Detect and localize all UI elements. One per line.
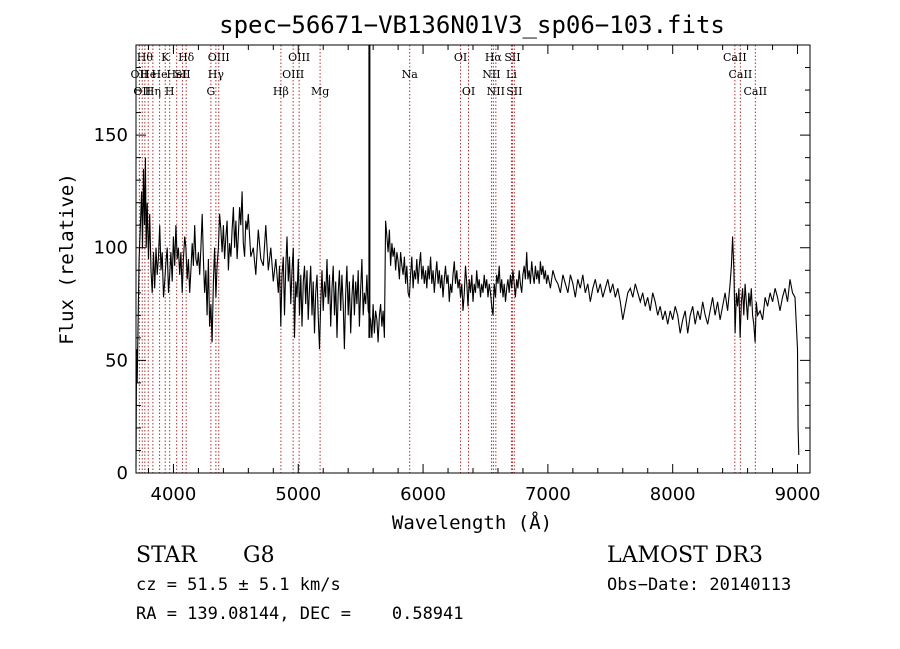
line-label: OII (133, 85, 151, 98)
line-label: Hγ (208, 68, 225, 81)
y-tick-label: 150 (94, 125, 128, 146)
redshift-cz: cz = 51.5 ± 5.1 km/s (136, 575, 341, 595)
x-tick-label: 6000 (400, 484, 446, 505)
line-label: OI (454, 51, 467, 64)
line-label: HeI (166, 68, 186, 81)
line-label: NII (487, 85, 505, 98)
observation-date: Obs−Date: 20140113 (607, 575, 791, 595)
line-label: CaII (729, 68, 753, 81)
spectrum-line (135, 157, 800, 469)
x-tick-label: 4000 (151, 484, 197, 505)
line-label: K (161, 51, 170, 64)
line-label: SII (174, 68, 190, 81)
line-label: Na (402, 68, 419, 81)
x-axis-label: Wavelength (Å) (392, 511, 552, 534)
x-axis-ticks: 4000 5000 6000 7000 8000 9000 (147, 45, 821, 505)
line-label: He (140, 68, 156, 81)
line-label: G (206, 85, 215, 98)
x-tick-label: 8000 (650, 484, 696, 505)
line-label: CaII (743, 85, 767, 98)
chart-title: spec−56671−VB136N01V3_sp06−103.fits (219, 11, 725, 39)
line-label: OIII (208, 51, 230, 64)
y-axis-ticks: 0 50 100 150 (94, 67, 810, 484)
x-tick-label: 5000 (275, 484, 321, 505)
line-label: NII (482, 68, 500, 81)
ra-dec-coordinates: RA = 139.08144, DEC = 0.58941 (136, 604, 464, 624)
y-tick-label: 0 (117, 463, 128, 484)
line-label: He (152, 68, 168, 81)
line-label: Hβ (273, 85, 289, 98)
line-label: SII (504, 51, 520, 64)
x-tick-label: 9000 (775, 484, 821, 505)
line-label: Hα (485, 51, 503, 64)
line-label: CaII (723, 51, 747, 64)
line-label: Hδ (178, 51, 195, 64)
x-tick-label: 7000 (525, 484, 571, 505)
emission-line-markers (138, 45, 756, 473)
spectral-subclass: G8 (243, 543, 275, 568)
y-axis-label: Flux (relative) (56, 173, 78, 345)
object-class: STAR (136, 543, 198, 568)
line-label: Hθ (137, 51, 154, 64)
line-label: OIII (282, 68, 304, 81)
y-tick-label: 100 (94, 238, 128, 259)
line-label: OI (462, 85, 475, 98)
line-label: Li (506, 68, 517, 81)
line-label: Mg (311, 85, 329, 98)
emission-line-labels: OIIOIIHθHeHηHeKHHeISIIHδGHγOIIIHβOIIIOII… (131, 51, 768, 98)
line-label: OIII (288, 51, 310, 64)
line-label: Hη (145, 85, 161, 98)
line-label: OII (131, 68, 149, 81)
y-tick-label: 50 (105, 350, 128, 371)
survey-name: LAMOST DR3 (607, 543, 763, 568)
line-label: H (165, 85, 175, 98)
line-label: SII (506, 85, 522, 98)
